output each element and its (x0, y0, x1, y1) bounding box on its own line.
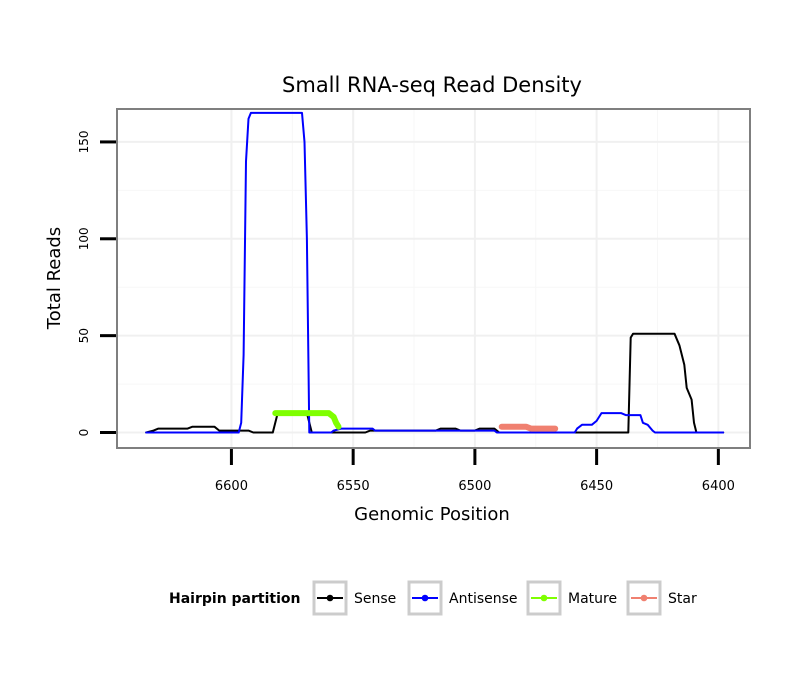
x-axis-label: Genomic Position (354, 504, 510, 525)
x-tick-label-6500: 6500 (458, 479, 491, 494)
legend-dot-star (640, 594, 648, 602)
legend-label-antisense: Antisense (449, 591, 518, 607)
y-tick-label-100: 100 (77, 227, 91, 250)
legend: Hairpin partition Sense Antisense Mature St… (169, 580, 697, 616)
plot-panel (117, 109, 750, 448)
legend-dot-mature (540, 594, 548, 602)
y-tick-label-50: 50 (77, 328, 91, 343)
series-sense (145, 332, 725, 434)
y-tick-label-0: 0 (77, 429, 91, 437)
chart-title: Small RNA-seq Read Density (282, 73, 582, 97)
y-tick-label-150: 150 (77, 130, 91, 153)
data-series (145, 111, 725, 434)
legend-label-sense: Sense (354, 591, 396, 607)
y-axis: 0 50 100 150 (77, 130, 116, 436)
x-tick-label-6400: 6400 (702, 479, 735, 494)
legend-dot-antisense (421, 594, 429, 602)
x-axis: 6600 6550 6500 6450 6400 (215, 449, 735, 494)
series-star (498, 423, 559, 432)
legend-label-star: Star (668, 591, 697, 607)
series-antisense (145, 111, 725, 434)
legend-dot-sense (326, 594, 334, 602)
series-mature (272, 410, 342, 430)
x-tick-label-6550: 6550 (337, 479, 370, 494)
x-tick-label-6450: 6450 (580, 479, 613, 494)
legend-label-mature: Mature (568, 591, 617, 607)
grid (117, 109, 750, 448)
legend-title: Hairpin partition (169, 591, 300, 607)
x-tick-label-6600: 6600 (215, 479, 248, 494)
plot-border (116, 108, 751, 449)
y-axis-label: Total Reads (44, 227, 65, 330)
